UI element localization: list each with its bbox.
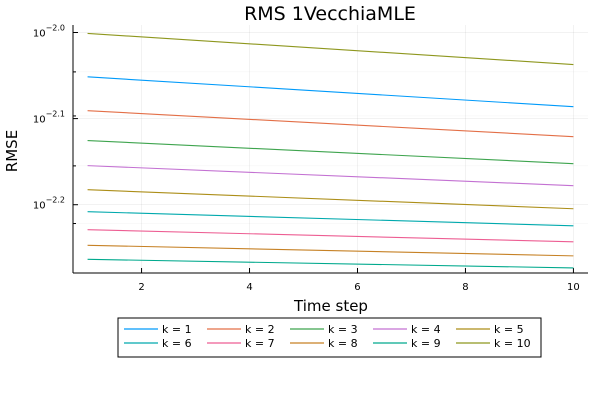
legend-label: k = 4 bbox=[411, 323, 441, 336]
x-tick-label: 4 bbox=[246, 282, 252, 293]
series-line-k3 bbox=[87, 140, 574, 165]
y-tick-label: 10−2.0 bbox=[33, 23, 65, 39]
series-line-k4 bbox=[87, 165, 574, 187]
x-tick-label: 10 bbox=[567, 282, 580, 293]
y-tick-exponent: −2.2 bbox=[46, 196, 65, 205]
y-tick-base: 10 bbox=[33, 28, 46, 39]
x-axis-label: Time step bbox=[293, 297, 368, 315]
legend-label: k = 7 bbox=[245, 337, 275, 350]
series-line-k6 bbox=[87, 211, 574, 227]
y-tick-label: 10−2.1 bbox=[33, 110, 65, 126]
legend: k = 1 k = 2 k = 3 k = 4 k = 5 k = 6 k = 7 k = 8… bbox=[117, 317, 542, 358]
legend-label: k = 6 bbox=[162, 337, 192, 350]
x-tick-label: 6 bbox=[354, 282, 360, 293]
y-tick-exponent: −2.1 bbox=[46, 110, 65, 119]
y-tick-exponent: −2.0 bbox=[46, 23, 65, 32]
grid-lines bbox=[73, 25, 588, 273]
legend-label: k = 2 bbox=[245, 323, 275, 336]
chart-title: RMS 1VecchiaMLE bbox=[244, 3, 416, 25]
series-line-k2 bbox=[87, 110, 574, 138]
series-line-k10 bbox=[87, 32, 574, 66]
y-axis-label: RMSE bbox=[3, 130, 21, 172]
legend-label: k = 9 bbox=[411, 337, 441, 350]
series-line-k8 bbox=[87, 244, 574, 257]
legend-label: k = 8 bbox=[328, 337, 358, 350]
legend-label: k = 1 bbox=[162, 323, 192, 336]
series-line-k1 bbox=[87, 76, 574, 108]
series-line-k7 bbox=[87, 229, 574, 243]
legend-label: k = 5 bbox=[494, 323, 524, 336]
x-tick-label: 8 bbox=[462, 282, 468, 293]
legend-label: k = 10 bbox=[494, 337, 531, 350]
y-tick-base: 10 bbox=[33, 201, 46, 212]
y-axis-ticks: 10−2.010−2.110−2.2 bbox=[33, 23, 78, 225]
y-tick-label: 10−2.2 bbox=[33, 196, 65, 212]
x-axis-ticks: 2 4 6 8 10 bbox=[138, 268, 580, 293]
series-line-k5 bbox=[87, 189, 574, 210]
series-line-k9 bbox=[87, 258, 574, 269]
x-tick-label: 2 bbox=[138, 282, 144, 293]
legend-box bbox=[117, 317, 542, 358]
series-lines bbox=[87, 32, 574, 269]
y-tick-base: 10 bbox=[33, 115, 46, 126]
legend-label: k = 3 bbox=[328, 323, 358, 336]
